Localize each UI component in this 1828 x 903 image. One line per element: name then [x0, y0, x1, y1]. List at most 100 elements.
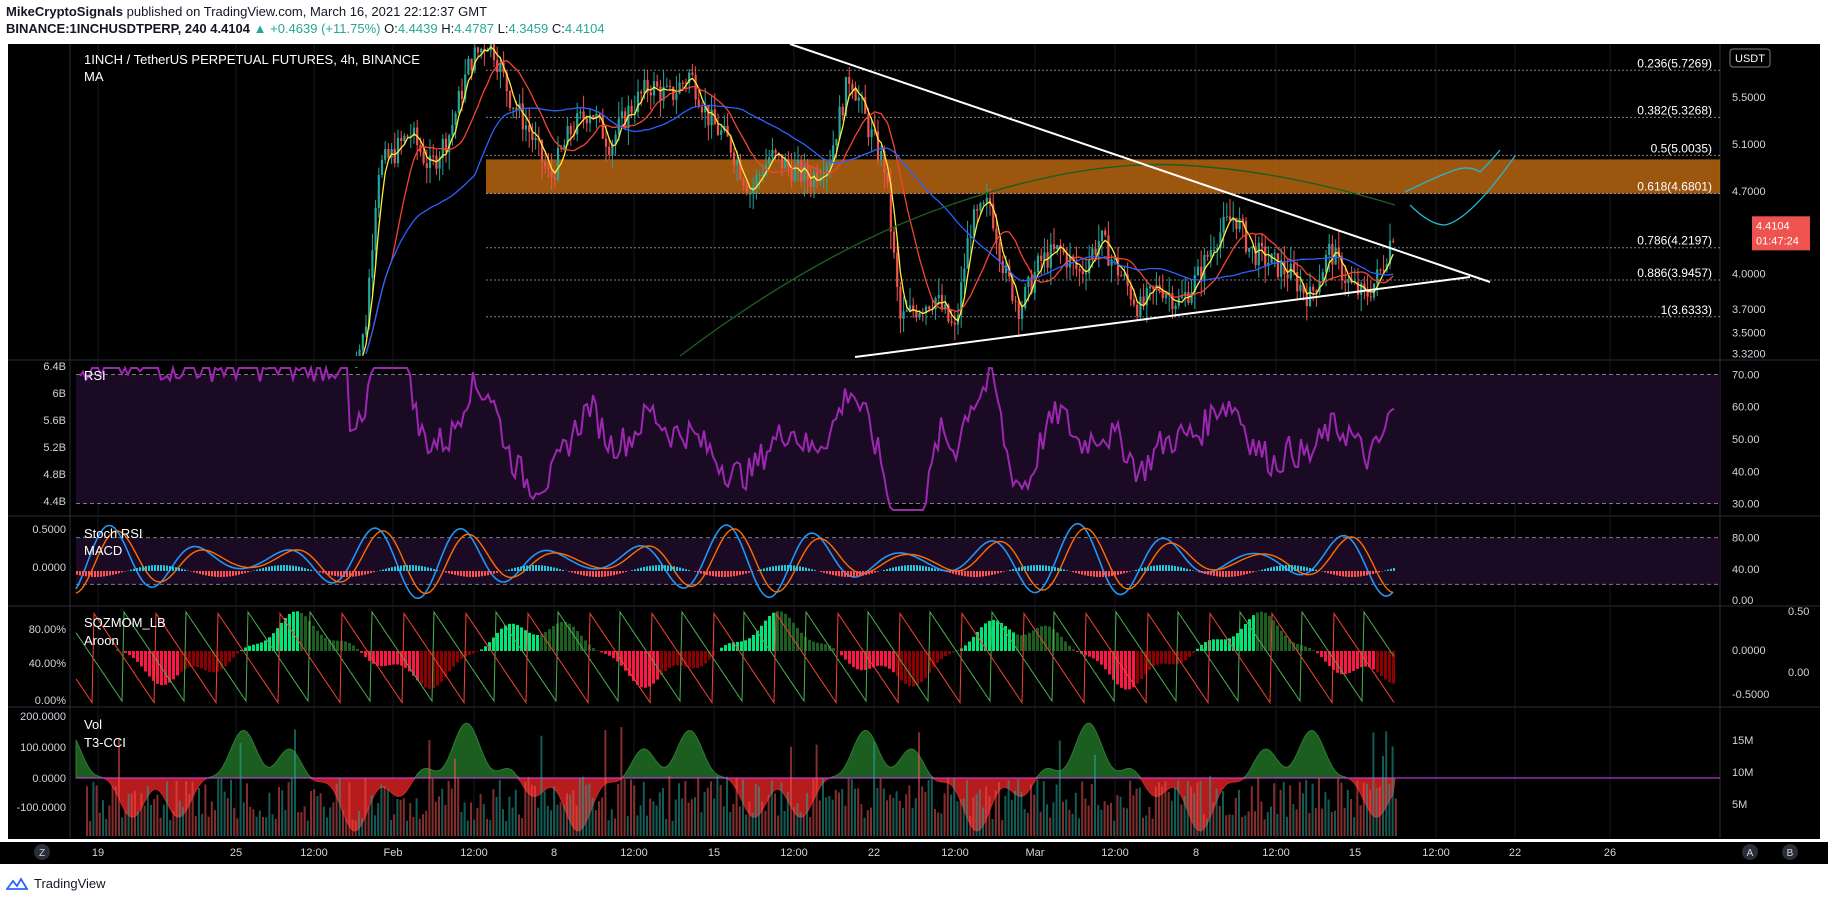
macd-histogram-bar — [886, 569, 888, 571]
macd-histogram-bar — [595, 571, 597, 577]
volume-bar — [374, 815, 376, 836]
volume-bar — [1282, 782, 1285, 836]
candle-body — [1001, 261, 1004, 274]
squeeze-histogram-bar — [436, 651, 439, 686]
macd-histogram-bar — [208, 571, 210, 576]
volume-bar — [367, 806, 370, 836]
volume-bar — [287, 782, 290, 836]
macd-histogram-bar — [862, 571, 864, 576]
volume-bar — [732, 803, 735, 836]
candle-body — [614, 134, 617, 144]
candle-body — [780, 154, 784, 169]
volume-bar — [911, 808, 914, 836]
volume-bar — [466, 820, 469, 836]
squeeze-histogram-bar — [1088, 651, 1091, 657]
footer[interactable]: TradingView — [6, 876, 106, 891]
volume-bar — [630, 779, 632, 836]
ascending-trendline — [854, 276, 1471, 358]
volume-bar — [806, 792, 808, 836]
macd-histogram-bar — [1306, 567, 1308, 571]
volume-bar — [492, 789, 495, 836]
volume-bar — [498, 779, 501, 836]
vol-left-tick: 200.0000 — [20, 711, 66, 723]
volume-bar — [415, 798, 418, 836]
macd-histogram-bar — [1159, 565, 1161, 571]
candle-body — [1241, 218, 1244, 222]
macd-histogram-bar — [322, 571, 324, 574]
squeeze-histogram-bar — [944, 651, 947, 657]
volume-bar — [271, 814, 274, 836]
macd-histogram-bar — [700, 571, 702, 574]
squeeze-histogram-bar — [1344, 651, 1347, 675]
squeeze-histogram-bar — [972, 636, 975, 651]
squeeze-histogram-bar — [936, 651, 939, 663]
macd-histogram-bar — [214, 571, 216, 577]
candle-body — [1164, 294, 1168, 299]
sqz-pane-title: SQZMOM_LB — [84, 615, 166, 630]
macd-histogram-bar — [1201, 571, 1203, 574]
candle-body — [784, 158, 787, 169]
trend-lines[interactable] — [789, 43, 1516, 358]
volume-bar — [233, 807, 236, 836]
volume-bar — [697, 777, 700, 836]
macd-histogram-bar — [958, 571, 960, 576]
macd-histogram-bar — [580, 571, 582, 575]
candle-body — [771, 150, 774, 158]
candle-body — [630, 105, 633, 113]
candle-body — [1344, 280, 1347, 284]
macd-histogram-bar — [277, 565, 279, 571]
volume-bar — [217, 778, 220, 836]
squeeze-histogram-bar — [784, 613, 787, 651]
macd-histogram-bar — [370, 571, 372, 574]
author-name[interactable]: MikeCryptoSignals — [6, 4, 124, 19]
volume-bar — [889, 794, 892, 836]
fib-level-label: 1(3.6333) — [1661, 303, 1712, 317]
macd-histogram-bar — [871, 571, 873, 574]
auto-button[interactable] — [1742, 844, 1758, 860]
volume-bar — [1042, 781, 1045, 836]
macd-histogram-bar — [814, 570, 816, 571]
volume-bar — [396, 798, 399, 836]
squeeze-histogram-bar — [1312, 650, 1315, 651]
macd-histogram-bar — [1309, 568, 1311, 571]
macd-histogram-bar — [1144, 567, 1146, 571]
candle-body — [636, 91, 640, 112]
candle-body — [512, 107, 515, 109]
squeeze-histogram-bar — [840, 651, 843, 656]
macd-histogram-bar — [1285, 565, 1287, 571]
vol-right-tick: 10M — [1732, 767, 1753, 779]
macd-histogram-bar — [907, 565, 909, 571]
macd-histogram-bar — [721, 571, 723, 577]
volume-bar — [265, 817, 268, 836]
volume-bar — [892, 797, 895, 836]
volume-bar — [406, 820, 408, 836]
macd-histogram-bar — [1051, 566, 1053, 571]
squeeze-histogram-bar — [1372, 651, 1375, 670]
squeeze-histogram-bar — [156, 651, 159, 684]
volume-bar — [514, 789, 517, 836]
candle-body — [1235, 217, 1238, 230]
macd-histogram-bar — [292, 565, 294, 571]
candle-body — [1280, 261, 1283, 277]
macd-histogram-bar — [1198, 571, 1200, 573]
macd-histogram-bar — [1126, 571, 1128, 573]
macd-histogram-bar — [598, 571, 600, 577]
log-button[interactable] — [1782, 844, 1798, 860]
squeeze-histogram-bar — [668, 651, 671, 668]
squeeze-histogram-bar — [424, 651, 427, 688]
auto-scale-button[interactable] — [34, 844, 50, 860]
squeeze-histogram-bar — [1308, 647, 1311, 651]
volume-bar — [1186, 781, 1189, 836]
candle-body — [803, 165, 806, 182]
footer-brand[interactable]: TradingView — [34, 876, 106, 891]
macd-histogram-bar — [1123, 571, 1125, 574]
squeeze-histogram-bar — [608, 651, 611, 656]
macd-histogram-bar — [1210, 571, 1212, 576]
macd-histogram-bar — [457, 571, 459, 576]
stoch-right-tick: 0.00 — [1732, 595, 1753, 607]
macd-histogram-bar — [913, 565, 915, 571]
macd-histogram-bar — [811, 569, 813, 571]
squeeze-histogram-bar — [360, 651, 363, 653]
squeeze-histogram-bar — [1392, 651, 1395, 684]
